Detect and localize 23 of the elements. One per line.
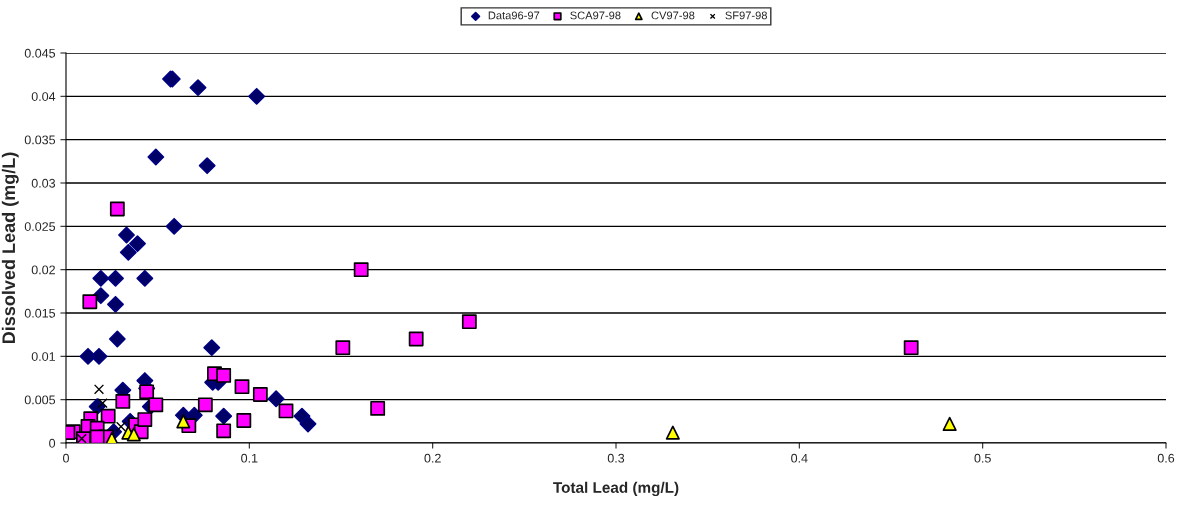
y-tick-label: 0.045	[24, 48, 56, 58]
legend-label: Data96-97	[488, 11, 540, 20]
x-tick-label: 0.1	[241, 453, 258, 463]
y-tick-label: 0.02	[31, 265, 55, 275]
legend-label: SF97-98	[725, 11, 767, 20]
y-tick-label: 0.025	[24, 222, 56, 231]
y-tick-label: 0.01	[31, 352, 55, 361]
x-tick-label: 0	[63, 453, 69, 463]
y-tick-label: 0.005	[24, 395, 56, 405]
y-tick-label: 0	[49, 438, 56, 448]
y-tick-label: 0.04	[31, 92, 56, 101]
x-tick-label: 0.5	[974, 453, 991, 463]
y-axis-title: Dissolved Lead (mg/L)	[1, 152, 19, 344]
x-tick-label: 0.3	[607, 453, 625, 463]
y-tick-label: 0.035	[24, 135, 56, 145]
x-tick-label: 0.2	[424, 453, 441, 463]
y-tick-label: 0.015	[24, 308, 56, 318]
y-tick-label: 0.03	[31, 178, 56, 188]
x-axis-title: Total Lead (mg/L)	[553, 481, 679, 497]
legend-label: CV97-98	[651, 11, 695, 20]
x-tick-label: 0.4	[791, 453, 808, 463]
legend-label: SCA97-98	[570, 11, 621, 20]
x-tick-label: 0.6	[1157, 453, 1175, 463]
